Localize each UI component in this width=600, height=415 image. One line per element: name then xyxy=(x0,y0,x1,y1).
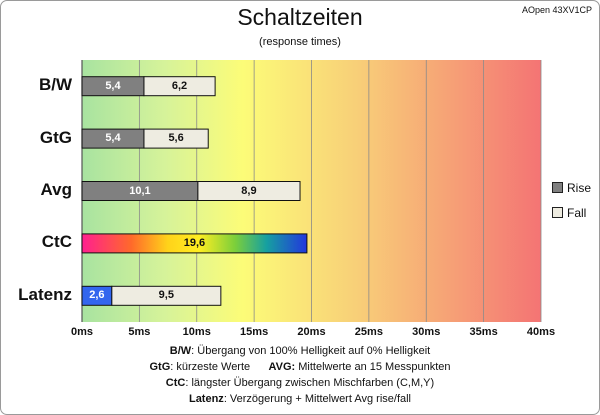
chart-title: Schaltzeiten xyxy=(237,4,363,30)
x-tick-label-10: 10ms xyxy=(182,326,211,338)
category-label-avg: Avg xyxy=(40,180,73,199)
x-tick-label-15: 15ms xyxy=(240,326,269,338)
legend-item-rise: Rise xyxy=(552,181,591,195)
bar-label-rise-gtg: 5,4 xyxy=(105,132,121,145)
x-tick-label-35: 35ms xyxy=(469,326,498,338)
bar-label-fall-gtg: 5,6 xyxy=(168,132,184,145)
footnote-bw: B/W: Übergang von 100% Helligkeit auf 0%… xyxy=(169,345,431,357)
x-tick-label-25: 25ms xyxy=(354,326,383,338)
legend-label-fall: Fall xyxy=(567,206,587,220)
x-tick-label-0: 0ms xyxy=(70,326,94,338)
bar-label-rise-latenz: 2,6 xyxy=(89,289,105,302)
legend-swatch-fall xyxy=(552,207,563,218)
category-label-ctc: CtC xyxy=(41,232,72,252)
category-label-gtg: GtG xyxy=(39,127,72,147)
x-tick-label-30: 30ms xyxy=(412,326,441,338)
bar-label-rise-avg: 10,1 xyxy=(129,184,151,197)
bar-fall-avg xyxy=(197,181,301,201)
bar-label-fall-b-w: 6,2 xyxy=(171,79,188,92)
category-label-latenz: Latenz xyxy=(18,284,72,304)
legend-label-rise: Rise xyxy=(567,181,592,195)
bar-label-ctc: 19,6 xyxy=(183,236,206,249)
legend-swatch-rise xyxy=(552,182,563,193)
chart-subtitle: (response times) xyxy=(259,36,341,48)
x-tick-label-20: 20ms xyxy=(297,326,326,338)
x-tick-label-40: 40ms xyxy=(526,326,556,338)
x-tick-label-5: 5ms xyxy=(128,326,151,338)
bar-fall-latenz xyxy=(111,285,222,306)
monitor-model: AOpen 43XV1CP xyxy=(521,5,592,15)
footnote-ctc: CtC: längster Übergang zwischen Mischfar… xyxy=(165,377,435,389)
footnotes: B/W: Übergang von 100% Helligkeit auf 0%… xyxy=(0,343,600,407)
bar-label-fall-latenz: 9,5 xyxy=(158,289,174,302)
bar-label-fall-avg: 8,9 xyxy=(241,184,257,197)
footnote-gtg-avg: GtG: kürzeste Werte AVG: Mittelwerte an … xyxy=(149,361,451,373)
footnote-latenz: Latenz: Verzögerung + Mittelwert Avg ris… xyxy=(188,393,412,405)
bar-ctc xyxy=(81,233,308,254)
bar-fall-gtg xyxy=(143,128,209,149)
bar-label-rise-b-w: 5,4 xyxy=(105,79,121,92)
category-label-b-w: B/W xyxy=(38,75,72,95)
legend-item-fall: Fall xyxy=(552,206,586,220)
bar-fall-b-w xyxy=(143,76,216,97)
